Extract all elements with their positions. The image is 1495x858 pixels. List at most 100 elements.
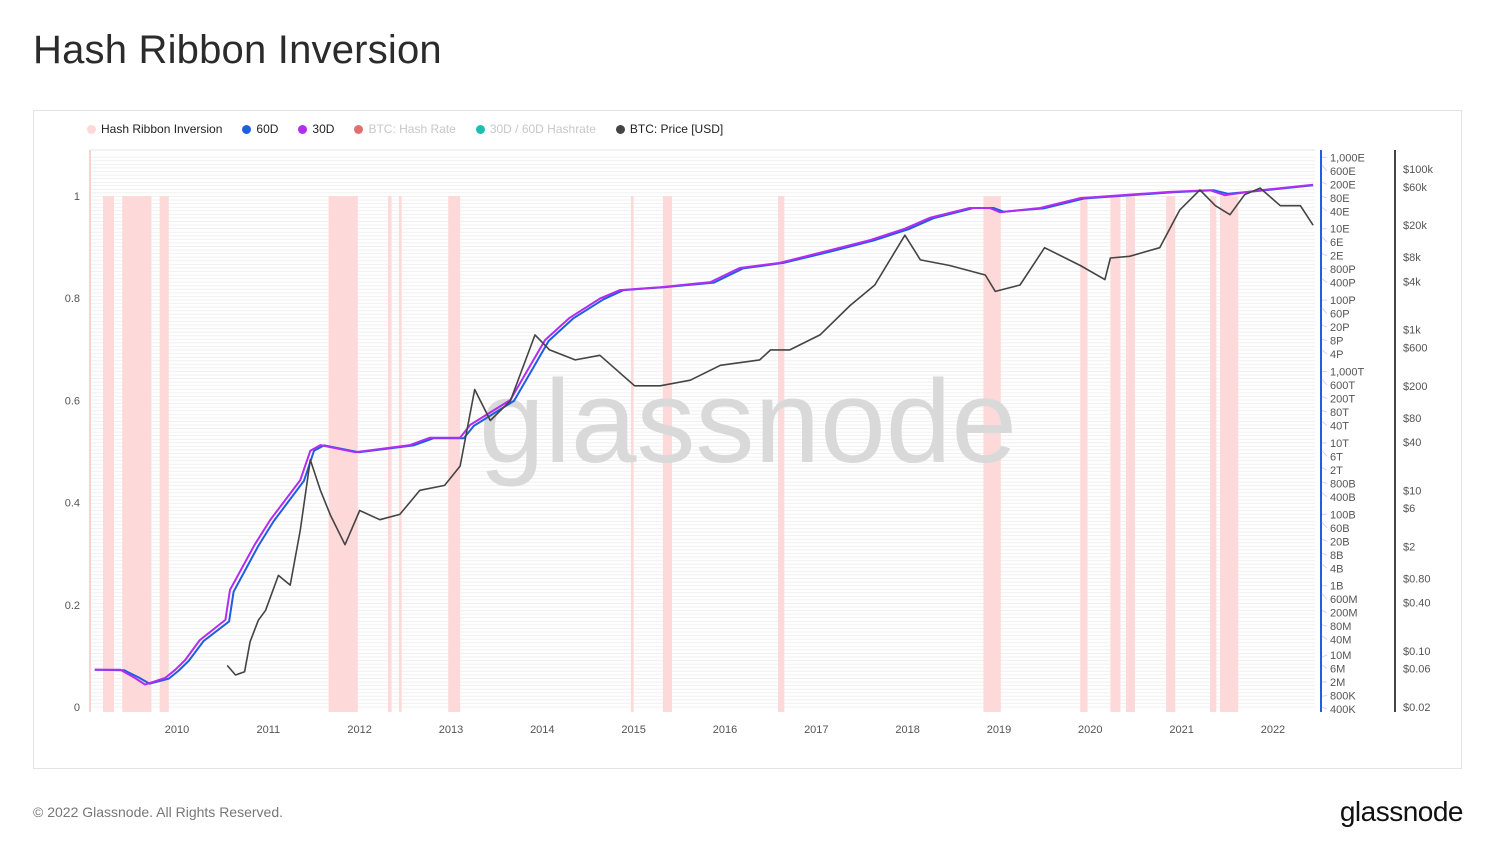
hashrate-tick-mark bbox=[1321, 164, 1328, 172]
copyright: © 2022 Glassnode. All Rights Reserved. bbox=[33, 804, 284, 820]
inversion-band bbox=[1166, 196, 1176, 712]
hashrate-tick-label: 4B bbox=[1330, 563, 1343, 575]
hashrate-tick-label: 10T bbox=[1330, 438, 1349, 450]
price-tick-label: $4k bbox=[1403, 276, 1421, 288]
price-tick-label: $0.02 bbox=[1403, 702, 1431, 714]
hashrate-tick-label: 4P bbox=[1330, 349, 1343, 361]
hashrate-tick-label: 200E bbox=[1330, 179, 1356, 191]
hashrate-tick-mark bbox=[1321, 379, 1328, 386]
hashrate-tick-mark bbox=[1321, 624, 1328, 627]
legend-item[interactable]: BTC: Price [USD] bbox=[615, 122, 724, 136]
brand-logo[interactable]: glassnode bbox=[1339, 796, 1464, 827]
hashrate-tick-label: 40E bbox=[1330, 206, 1350, 218]
legend-dot-icon bbox=[615, 124, 625, 134]
chart-card bbox=[33, 110, 1462, 769]
hashrate-tick-mark bbox=[1321, 695, 1328, 697]
y-left-tick-label: 0.2 bbox=[65, 600, 80, 612]
hashrate-tick-label: 2T bbox=[1330, 465, 1343, 477]
hashrate-tick-mark bbox=[1321, 552, 1328, 556]
legend-label: 30D bbox=[312, 122, 335, 136]
inversion-band bbox=[777, 196, 785, 712]
hashrate-tick-label: 600M bbox=[1330, 594, 1358, 606]
inversion-band bbox=[1209, 196, 1217, 712]
hashrate-tick-mark bbox=[1321, 538, 1328, 542]
price-tick-label: $10 bbox=[1403, 485, 1421, 497]
x-tick-label: 2018 bbox=[895, 724, 919, 736]
hashrate-tick-label: 80E bbox=[1330, 193, 1350, 205]
legend-dot-icon bbox=[87, 124, 96, 134]
hashrate-tick-label: 200M bbox=[1330, 608, 1358, 620]
hashrate-tick-mark bbox=[1321, 278, 1328, 284]
hashrate-tick-label: 10M bbox=[1330, 650, 1351, 662]
inversion-band bbox=[328, 196, 358, 712]
hashrate-tick-label: 8P bbox=[1330, 336, 1343, 348]
hashrate-tick-label: 20B bbox=[1330, 536, 1350, 548]
inversion-band bbox=[1219, 196, 1239, 712]
legend-item[interactable]: 30D bbox=[298, 122, 334, 136]
legend-label: BTC: Price [USD] bbox=[629, 122, 724, 136]
hashrate-tick-mark bbox=[1321, 635, 1328, 641]
hashrate-tick-label: 2E bbox=[1330, 251, 1343, 263]
hashrate-tick-label: 1B bbox=[1330, 581, 1343, 593]
hashrate-tick-label: 800B bbox=[1330, 478, 1356, 490]
price-tick-label: $0.80 bbox=[1403, 573, 1431, 585]
hashrate-tick-mark bbox=[1321, 195, 1328, 199]
hashrate-tick-mark bbox=[1321, 338, 1328, 342]
x-tick-label: 2011 bbox=[257, 724, 281, 736]
hashrate-tick-mark bbox=[1321, 706, 1328, 710]
inversion-band bbox=[103, 196, 114, 712]
x-tick-label: 2021 bbox=[1169, 724, 1193, 736]
legend-item[interactable]: 60D bbox=[242, 122, 278, 136]
x-tick-label: 2019 bbox=[987, 724, 1011, 736]
legend-label: Hash Ribbon Inversion bbox=[101, 122, 223, 136]
legend-item[interactable]: 30D / 60D Hashrate bbox=[475, 122, 596, 136]
x-tick-label: 2010 bbox=[165, 724, 189, 736]
price-tick-label: $60k bbox=[1403, 182, 1427, 194]
hashrate-tick-label: 400P bbox=[1330, 278, 1356, 290]
price-tick-label: $2 bbox=[1403, 541, 1415, 553]
hashrate-tick-label: 8B bbox=[1330, 550, 1343, 562]
hashrate-tick-label: 1,000T bbox=[1330, 366, 1365, 378]
hashrate-tick-mark bbox=[1321, 349, 1328, 355]
legend-label: 30D / 60D Hashrate bbox=[489, 122, 596, 136]
hashrate-tick-mark bbox=[1321, 253, 1328, 257]
x-tick-label: 2020 bbox=[1078, 724, 1102, 736]
y-left-tick-label: 0.8 bbox=[65, 293, 80, 305]
legend-dot-icon bbox=[354, 124, 364, 134]
hashrate-tick-mark bbox=[1321, 481, 1328, 484]
inversion-band bbox=[1125, 196, 1136, 712]
hashrate-tick-mark bbox=[1321, 267, 1328, 270]
inversion-band bbox=[159, 196, 169, 712]
hashrate-tick-label: 400B bbox=[1330, 492, 1356, 504]
inversion-band bbox=[630, 196, 634, 712]
price-tick-label: $0.10 bbox=[1403, 646, 1431, 658]
page-title: Hash Ribbon Inversion bbox=[33, 28, 442, 72]
hashrate-tick-mark bbox=[1321, 654, 1328, 658]
y-left-tick-label: 1 bbox=[74, 191, 80, 203]
inversion-band bbox=[398, 196, 402, 712]
hashrate-tick-mark bbox=[1321, 206, 1328, 212]
legend-item[interactable]: Hash Ribbon Inversion bbox=[87, 122, 222, 136]
price-tick-label: $0.40 bbox=[1403, 598, 1431, 610]
hashrate-tick-label: 6M bbox=[1330, 664, 1345, 676]
price-tick-label: $6 bbox=[1403, 503, 1415, 515]
hashrate-tick-label: 800K bbox=[1330, 691, 1356, 703]
price-tick-label: $20k bbox=[1403, 220, 1427, 232]
price-tick-label: $100k bbox=[1403, 164, 1433, 176]
hashrate-tick-mark bbox=[1321, 236, 1328, 243]
hashrate-tick-label: 200T bbox=[1330, 393, 1355, 405]
y-left-tick-label: 0.6 bbox=[65, 395, 80, 407]
hashrate-tick-label: 600T bbox=[1330, 380, 1355, 392]
price-tick-label: $40 bbox=[1403, 437, 1421, 449]
hashrate-tick-mark bbox=[1321, 563, 1328, 569]
legend-item[interactable]: BTC: Hash Rate bbox=[354, 122, 456, 136]
hashrate-tick-label: 100P bbox=[1330, 295, 1356, 307]
legend-dot-icon bbox=[298, 124, 308, 134]
hashrate-tick-label: 10E bbox=[1330, 224, 1350, 236]
series-line-30d bbox=[94, 183, 1314, 686]
hashrate-tick-label: 400K bbox=[1330, 704, 1356, 716]
price-tick-label: $200 bbox=[1403, 381, 1427, 393]
inversion-band bbox=[448, 196, 461, 712]
hashrate-tick-label: 80T bbox=[1330, 407, 1349, 419]
